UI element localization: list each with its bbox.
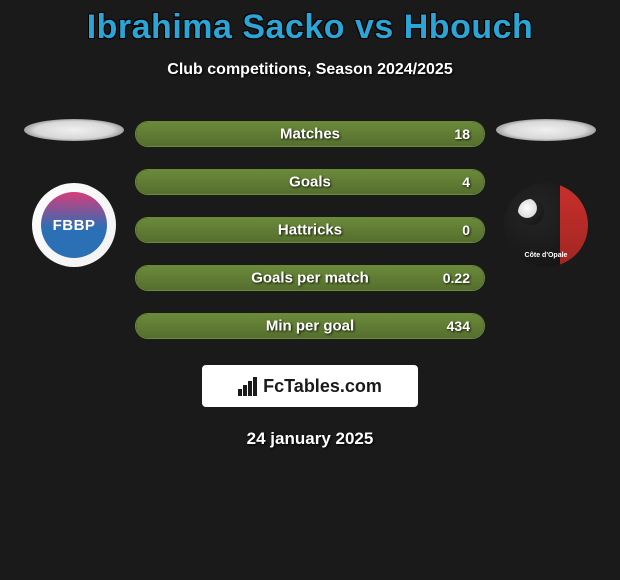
stat-value-right: 4 xyxy=(462,174,470,190)
left-player-silhouette-placeholder xyxy=(24,119,124,141)
right-club-badge: Côte d'Opale xyxy=(504,183,588,267)
branding-box: FcTables.com xyxy=(202,365,418,407)
stat-bar: Goals 4 xyxy=(135,169,485,195)
infographic-container: Ibrahima Sacko vs Hbouch Club competitio… xyxy=(0,0,620,449)
footer-date: 24 january 2025 xyxy=(0,429,620,449)
stat-bar: Min per goal 434 xyxy=(135,313,485,339)
stat-bar: Hattricks 0 xyxy=(135,217,485,243)
left-player-column: FBBP xyxy=(19,119,129,267)
stat-bar: Matches 18 xyxy=(135,121,485,147)
left-club-badge-inner: FBBP xyxy=(41,192,107,258)
stat-label: Min per goal xyxy=(266,318,354,335)
right-player-column: Côte d'Opale xyxy=(491,119,601,267)
right-club-badge-subtext: Côte d'Opale xyxy=(504,252,588,259)
stat-bar: Goals per match 0.22 xyxy=(135,265,485,291)
branding-text: FcTables.com xyxy=(263,376,382,397)
stat-value-right: 18 xyxy=(454,126,470,142)
stats-area: FBBP Matches 18 Goals 4 Hattricks 0 Goals per … xyxy=(0,119,620,339)
stat-value-right: 0 xyxy=(462,222,470,238)
stat-label: Goals per match xyxy=(251,270,369,287)
left-club-badge-text: FBBP xyxy=(53,217,96,234)
left-club-badge: FBBP xyxy=(32,183,116,267)
stats-bars: Matches 18 Goals 4 Hattricks 0 Goals per match… xyxy=(135,119,485,339)
stat-label: Hattricks xyxy=(278,222,342,239)
page-subtitle: Club competitions, Season 2024/2025 xyxy=(0,61,620,79)
football-icon xyxy=(518,199,544,225)
right-player-silhouette-placeholder xyxy=(496,119,596,141)
stat-value-right: 0.22 xyxy=(443,270,470,286)
page-title: Ibrahima Sacko vs Hbouch xyxy=(0,8,620,47)
stat-value-right: 434 xyxy=(447,318,470,334)
stat-label: Goals xyxy=(289,174,331,191)
stat-label: Matches xyxy=(280,126,340,143)
bar-chart-icon xyxy=(238,377,257,396)
